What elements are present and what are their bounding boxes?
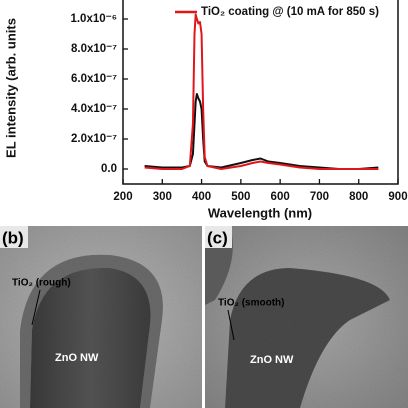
label-bg (205, 226, 232, 248)
y-tick-label: 8.0x10⁻⁷ (71, 43, 117, 55)
line-series (144, 13, 379, 170)
annotation: ZnO NW (250, 354, 294, 366)
label-bg (0, 226, 28, 248)
panel-label: (c) (207, 228, 228, 247)
annotation: TiO₂ (smooth) (218, 298, 284, 309)
x-tick-label: 700 (310, 191, 329, 203)
panel-label: (b) (2, 228, 24, 247)
panel-c: (c) TiO₂ (smooth) ZnO NW (205, 226, 408, 408)
y-tick-label: 2.0x10⁻⁷ (71, 133, 117, 145)
y-tick-label: 1.0x10⁻⁶ (70, 13, 117, 25)
x-tick-label: 600 (271, 191, 290, 203)
line-series (144, 93, 379, 170)
pointer (31, 289, 41, 326)
axis-frame (122, 0, 399, 185)
chart: EL intensity (arb. units Wavelength (nm)… (3, 0, 408, 220)
annotation: ZnO NW (55, 352, 99, 364)
x-tick-label: 300 (153, 191, 172, 203)
x-tick-label: 900 (388, 191, 407, 203)
y-axis-label: EL intensity (arb. units (3, 18, 18, 158)
zno-nanowire (30, 267, 151, 408)
annotation: TiO₂ (rough) (12, 278, 71, 289)
panel-b: (b) TiO₂ (rough) ZnO NW (0, 226, 202, 408)
x-tick-label: 400 (192, 191, 211, 203)
x-tick-label: 800 (349, 191, 368, 203)
y-tick-label: 0.0 (101, 163, 117, 175)
zno-nanowire (225, 268, 390, 408)
y-tick-label: 6.0x10⁻⁷ (71, 73, 117, 85)
x-tick-label: 200 (113, 191, 132, 203)
pointer (227, 309, 235, 341)
x-axis-label: Wavelength (nm) (208, 205, 312, 220)
y-tick-label: 4.0x10⁻⁷ (71, 103, 117, 115)
x-tick-label: 500 (231, 191, 250, 203)
legend-label: TiO₂ coating @ (10 mA for 850 s) (201, 6, 379, 18)
